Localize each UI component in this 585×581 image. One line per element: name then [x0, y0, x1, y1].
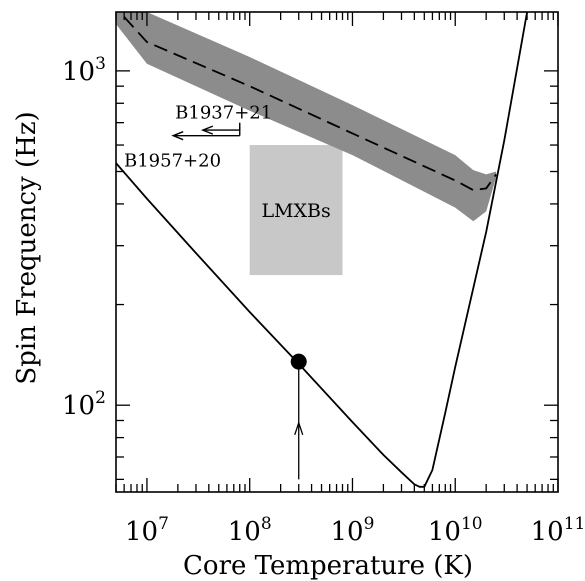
y-tick-label: 103 [62, 54, 106, 87]
region-lmxbs-box [249, 145, 343, 276]
bands-layer [116, 12, 497, 222]
limit-arrow-head [200, 125, 214, 135]
region-label: LMXBs [261, 200, 330, 222]
x-tick-label: 1010 [428, 514, 483, 547]
marks-layer [290, 353, 307, 480]
limit-arrow-head [171, 131, 184, 141]
pulsar-annotation: B1957+20 [124, 150, 221, 171]
pulsar-annotation: B1937+21 [175, 103, 272, 124]
data-point-marker [290, 353, 307, 370]
dashed-curve [123, 16, 497, 192]
text-layer: LMXBs B1937+21 B1957+20 107 108 109 1010 1011 10… [62, 54, 585, 547]
x-tick-label: 109 [331, 514, 375, 547]
regions-layer [249, 145, 343, 276]
shaded-band [116, 12, 497, 222]
y-axis-label: Spin Frequency (Hz) [12, 111, 42, 384]
x-axis-label: Core Temperature (K) [183, 551, 473, 581]
x-tick-label: 1011 [531, 514, 585, 547]
x-tick-label: 108 [228, 514, 272, 547]
arrow-head [294, 420, 304, 436]
y-tick-label: 102 [62, 388, 106, 421]
ticks-layer [115, 12, 559, 492]
x-tick-label: 107 [125, 514, 169, 547]
